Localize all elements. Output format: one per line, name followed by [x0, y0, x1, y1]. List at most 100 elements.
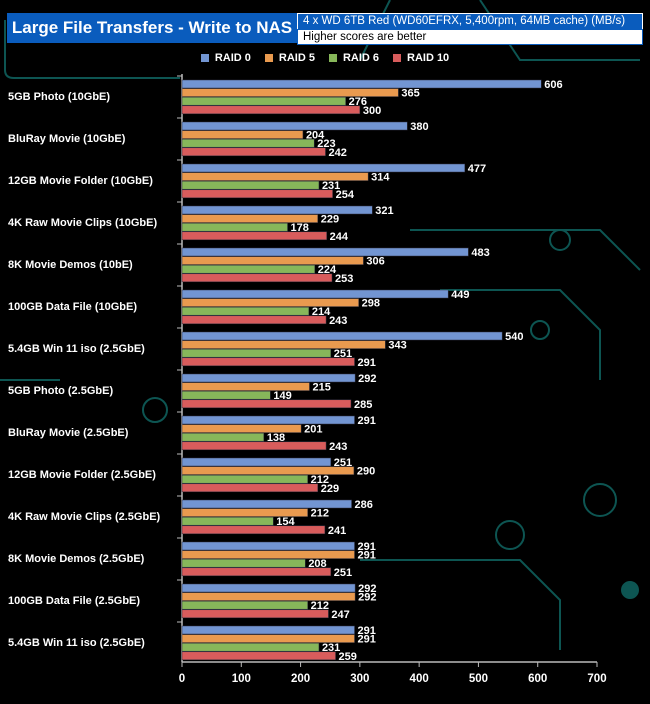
data-label: 242 — [328, 147, 346, 159]
data-label: 259 — [339, 651, 357, 663]
bar — [181, 222, 288, 232]
data-label: 212 — [311, 600, 329, 612]
category-label: BluRay Movie (10GbE) — [8, 133, 126, 145]
bar — [181, 399, 352, 409]
data-label: 292 — [358, 373, 376, 385]
data-label: 292 — [358, 592, 376, 604]
data-label: 253 — [335, 273, 353, 285]
bar — [181, 264, 316, 274]
data-label: 243 — [329, 315, 347, 327]
bar — [181, 256, 364, 265]
data-label: 286 — [355, 499, 373, 511]
data-label: 251 — [334, 348, 352, 360]
x-tick-label: 200 — [291, 673, 310, 685]
data-label: 477 — [468, 163, 486, 175]
category-label: 100GB Data File (10GbE) — [8, 301, 137, 313]
bar — [181, 525, 326, 535]
bar — [181, 189, 333, 199]
chart-title: Large File Transfers - Write to NAS — [7, 13, 297, 43]
bar — [181, 147, 326, 157]
data-label: 247 — [331, 609, 349, 621]
data-label: 243 — [329, 441, 347, 453]
data-label: 208 — [308, 558, 326, 570]
bar — [181, 592, 356, 601]
bar — [181, 432, 265, 442]
category-label: 5.4GB Win 11 iso (2.5GbE) — [8, 343, 145, 355]
bar — [181, 298, 359, 307]
bar — [181, 130, 304, 139]
data-label: 214 — [312, 306, 331, 318]
category-label: 5GB Photo (2.5GbE) — [8, 385, 113, 397]
category-label: 100GB Data File (2.5GbE) — [8, 595, 140, 607]
data-label: 540 — [505, 331, 523, 343]
x-tick-label: 300 — [350, 673, 369, 685]
legend-label: RAID 0 — [214, 52, 251, 64]
data-label: 290 — [357, 466, 375, 478]
bar — [181, 306, 310, 316]
legend-swatch — [264, 54, 273, 62]
bar — [181, 583, 356, 593]
data-label: 224 — [318, 264, 337, 276]
data-label: 321 — [375, 205, 393, 217]
data-label: 449 — [451, 289, 469, 301]
data-label: 212 — [311, 508, 329, 520]
bar — [181, 247, 469, 257]
data-label: 244 — [330, 231, 349, 243]
bar — [181, 163, 466, 173]
bar — [181, 651, 336, 661]
category-label: 5.4GB Win 11 iso (2.5GbE) — [8, 637, 145, 649]
legend-swatch — [328, 54, 337, 62]
bar — [181, 441, 327, 451]
x-tick-label: 0 — [179, 673, 185, 685]
bar — [181, 609, 329, 619]
bar — [181, 96, 346, 106]
data-label: 291 — [358, 634, 376, 646]
data-label: 365 — [401, 88, 419, 100]
bar — [181, 231, 327, 241]
data-label: 204 — [306, 130, 325, 142]
data-label: 231 — [322, 642, 340, 654]
legend-label: RAID 10 — [407, 52, 450, 64]
category-label: 8K Movie Demos (10bE) — [8, 259, 133, 271]
category-label: 8K Movie Demos (2.5GbE) — [8, 553, 145, 565]
bar — [181, 273, 333, 283]
bar — [181, 508, 308, 517]
data-label: 306 — [366, 256, 384, 268]
bar — [181, 180, 320, 190]
data-label: 291 — [358, 357, 376, 369]
subtitle-box: 4 x WD 6TB Red (WD60EFRX, 5,400rpm, 64MB… — [297, 13, 643, 45]
bar — [181, 390, 271, 400]
data-label: 291 — [358, 625, 376, 637]
data-label: 241 — [328, 525, 346, 537]
data-label: 201 — [304, 424, 322, 436]
bar — [181, 105, 361, 115]
bar — [181, 499, 352, 509]
bar — [181, 424, 302, 433]
bar — [181, 541, 355, 551]
legend-item: RAID 10 — [393, 52, 449, 64]
bar — [181, 642, 320, 652]
bar — [181, 205, 373, 215]
legend-item: RAID 5 — [264, 52, 315, 64]
bar — [181, 466, 355, 475]
data-label: 291 — [358, 550, 376, 562]
x-tick-label: 600 — [528, 673, 547, 685]
data-label: 178 — [291, 222, 309, 234]
data-label: 254 — [336, 189, 355, 201]
data-label: 343 — [388, 340, 406, 352]
category-label: 4K Raw Movie Clips (10GbE) — [8, 217, 157, 229]
data-label: 215 — [312, 382, 330, 394]
bar — [181, 558, 306, 568]
data-label: 298 — [362, 298, 380, 310]
data-label: 149 — [273, 390, 291, 402]
category-label: BluRay Movie (2.5GbE) — [8, 427, 129, 439]
bar — [181, 79, 542, 89]
bar — [181, 340, 386, 349]
category-label: 12GB Movie Folder (10GbE) — [8, 175, 153, 187]
legend-label: RAID 5 — [278, 52, 315, 64]
bar — [181, 567, 332, 577]
data-label: 483 — [471, 247, 489, 259]
legend-swatch — [200, 54, 209, 62]
bar — [181, 382, 310, 391]
